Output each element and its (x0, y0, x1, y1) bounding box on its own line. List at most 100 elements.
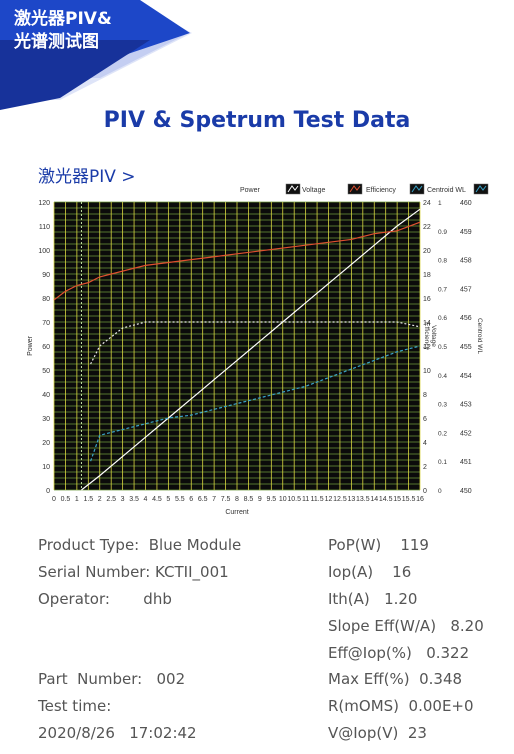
efficiency-tick-label: 0.8 (438, 258, 447, 265)
series-line-centroid-wl (90, 345, 421, 462)
legend-swatch-line (287, 185, 299, 193)
power-tick-label: 0 (46, 488, 50, 495)
voltage-tick-label: 18 (423, 272, 431, 279)
iop-value: Iop(A) 16 (328, 563, 412, 581)
x-tick-label: 14 (370, 496, 378, 503)
centroid-axis-label: Centroid WL (476, 318, 483, 355)
series-line-efficiency (53, 221, 421, 301)
x-tick-label: 5 (166, 496, 170, 503)
voltage-tick-label: 6 (423, 416, 427, 423)
x-tick-label: 6 (189, 496, 193, 503)
efficiency-tick-label: 0.2 (438, 430, 447, 437)
centroid-tick-label: 457 (460, 286, 472, 293)
centroid-tick-label: 455 (460, 344, 472, 351)
x-tick-label: 1.5 (83, 496, 93, 503)
power-tick-label: 10 (42, 464, 50, 471)
efficiency-tick-label: 0.1 (438, 459, 447, 466)
x-tick-label: 2 (98, 496, 102, 503)
x-tick-label: 9 (258, 496, 262, 503)
voltage-tick-label: 10 (423, 368, 431, 375)
centroid-tick-label: 456 (460, 315, 472, 322)
banner-title: 激光器PIV& 光谱测试图 (14, 8, 112, 54)
x-tick-label: 10.5 (287, 496, 301, 503)
power-tick-label: 50 (42, 368, 50, 375)
product-type: Product Type: Blue Module (38, 536, 242, 554)
voltage-tick-label: 24 (423, 200, 431, 207)
voltage-tick-label: 16 (423, 296, 431, 303)
voltage-tick-label: 14 (423, 320, 431, 327)
legend-label: Voltage (302, 187, 325, 194)
x-tick-label: 11.5 (311, 496, 324, 503)
efficiency-tick-label: 0.9 (438, 229, 447, 236)
x-tick-label: 12.5 (333, 496, 347, 503)
x-tick-label: 15.5 (402, 496, 416, 503)
power-tick-label: 20 (42, 440, 50, 447)
legend-swatch-line (411, 185, 423, 193)
max-eff-value: Max Eff(%) 0.348 (328, 670, 463, 688)
x-tick-label: 13.5 (356, 496, 370, 503)
x-axis-label: Current (225, 509, 248, 516)
piv-chart: 0 0.5 1 1.5 2 2.5 3 3.5 4 4.5 5 5.5 6 6.5 7 7.5 8 8.5 9 9.5… (27, 183, 489, 516)
voltage-tick-label: 4 (423, 440, 427, 447)
x-tick-label: 3 (121, 496, 125, 503)
x-tick-label: 16 (416, 496, 424, 503)
x-tick-label: 8.5 (244, 496, 254, 503)
efficiency-tick-label: 0 (438, 488, 442, 495)
series-line-voltage (90, 321, 421, 365)
x-tick-label: 2.5 (106, 496, 116, 503)
centroid-tick-label: 460 (460, 200, 472, 207)
x-tick-label: 4 (144, 496, 148, 503)
x-tick-label: 8 (235, 496, 239, 503)
legend-label: Efficiency (366, 187, 396, 194)
legend-swatch (473, 183, 489, 195)
pop-value: PoP(W) 119 (328, 536, 429, 554)
legend-swatch (285, 183, 301, 195)
x-tick-label: 1 (75, 496, 79, 503)
page-title: PIV & Spetrum Test Data (103, 108, 411, 133)
rmoms-value: R(mOMS) 0.00E+0 (328, 697, 474, 715)
x-tick-label: 5.5 (175, 496, 185, 503)
part-number: Part Number: 002 (38, 670, 186, 688)
x-tick-label: 11 (302, 496, 309, 503)
x-tick-label: 7 (212, 496, 216, 503)
voltage-tick-label: 12 (423, 344, 431, 351)
legend-swatch (347, 183, 363, 195)
power-tick-label: 30 (42, 416, 50, 423)
x-tick-label: 9.5 (266, 496, 276, 503)
voltage-tick-label: 20 (423, 248, 431, 255)
power-tick-label: 60 (42, 344, 50, 351)
x-tick-label: 3.5 (129, 496, 139, 503)
legend-label: Power (240, 187, 261, 194)
banner-line-2: 光谱测试图 (14, 32, 99, 52)
power-tick-label: 40 (42, 392, 50, 399)
voltage-axis-label: Voltage (430, 325, 437, 347)
x-tick-label: 4.5 (152, 496, 162, 503)
centroid-tick-label: 459 (460, 229, 472, 236)
serial-number: Serial Number: KCTII_001 (38, 563, 229, 581)
x-tick-label: 13 (347, 496, 355, 503)
test-time: 2020/8/26 17:02:42 (38, 724, 197, 742)
header-banner (0, 0, 192, 110)
banner-line-1: 激光器PIV& (14, 9, 112, 29)
x-tick-label: 14.5 (379, 496, 393, 503)
centroid-tick-label: 452 (460, 430, 472, 437)
efficiency-tick-label: 1 (438, 200, 442, 207)
test-time-label: Test time: (38, 697, 112, 715)
legend-swatch (409, 183, 425, 195)
slope-eff-value: Slope Eff(W/A) 8.20 (328, 617, 484, 635)
power-tick-label: 100 (38, 248, 50, 255)
centroid-tick-label: 450 (460, 488, 472, 495)
power-tick-label: 110 (39, 224, 50, 231)
centroid-tick-label: 453 (460, 402, 472, 409)
voltage-tick-label: 0 (423, 488, 427, 495)
x-tick-label: 7.5 (221, 496, 231, 503)
voltage-tick-label: 2 (423, 464, 427, 471)
x-tick-label: 0 (52, 496, 56, 503)
x-tick-label: 0.5 (61, 496, 71, 503)
section-title: 激光器PIV > (38, 167, 136, 187)
legend-swatch-line (475, 185, 487, 193)
efficiency-axis-label: Efficiency (423, 322, 430, 350)
legend-swatch-line (349, 185, 361, 193)
ith-value: Ith(A) 1.20 (328, 590, 418, 608)
efficiency-tick-label: 0.5 (438, 344, 447, 351)
